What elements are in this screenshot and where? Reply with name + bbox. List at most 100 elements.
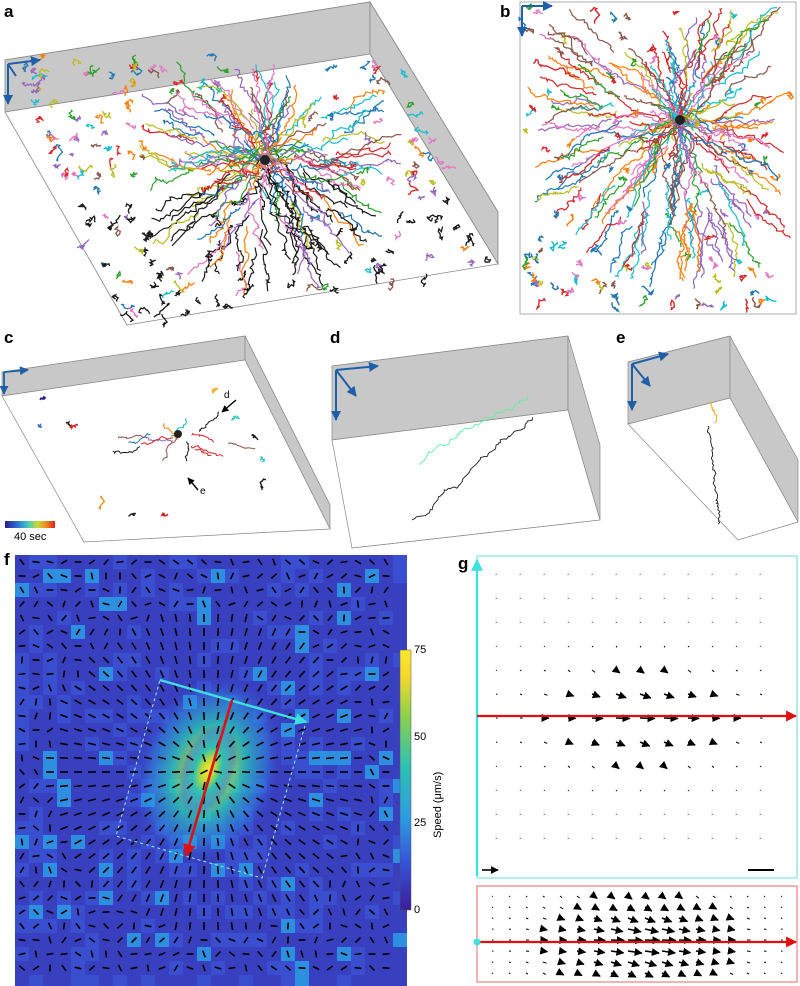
flow-vector xyxy=(340,699,348,705)
track xyxy=(37,423,43,429)
flow-vector xyxy=(216,641,220,651)
flow-vector xyxy=(759,669,762,672)
flow-vector xyxy=(18,686,26,690)
flow-vector xyxy=(158,741,166,747)
track xyxy=(609,10,618,24)
track xyxy=(69,423,79,431)
flow-vector xyxy=(145,627,151,637)
flow-vector xyxy=(627,936,644,945)
flow-vector xyxy=(735,765,738,768)
track xyxy=(242,128,275,159)
track xyxy=(765,295,777,302)
track xyxy=(284,182,331,226)
track xyxy=(125,216,136,224)
track xyxy=(610,280,616,289)
flow-vector xyxy=(353,742,363,746)
track xyxy=(671,118,693,172)
flow-vector xyxy=(46,727,54,733)
track xyxy=(327,111,334,122)
heatmap-cell xyxy=(393,625,407,639)
flow-vector xyxy=(663,645,666,648)
flow-vector xyxy=(46,657,54,663)
track xyxy=(221,197,260,251)
flow-vector xyxy=(370,698,374,706)
track xyxy=(220,99,258,153)
flow-vector xyxy=(173,669,179,679)
flow-vector xyxy=(369,768,375,776)
flow-vector xyxy=(48,740,52,748)
track xyxy=(614,113,674,125)
flow-vector xyxy=(368,783,376,789)
flow-vector xyxy=(32,965,40,971)
track xyxy=(318,157,383,175)
flow-vector xyxy=(47,572,53,580)
track xyxy=(259,455,265,463)
flow-vector xyxy=(116,670,124,678)
speed-tick-0: 0 xyxy=(414,904,421,916)
panel-g-top-vector-field xyxy=(495,573,763,839)
track xyxy=(672,10,681,16)
flow-vector xyxy=(354,936,362,944)
track xyxy=(214,294,221,308)
track xyxy=(190,91,230,124)
track xyxy=(373,117,384,125)
flow-vector xyxy=(341,866,347,874)
track xyxy=(712,120,774,132)
flow-vector xyxy=(368,714,376,718)
flow-vector xyxy=(20,754,24,762)
flow-vector xyxy=(270,684,278,692)
flow-vector xyxy=(131,628,137,636)
heatmap-cell xyxy=(393,611,407,625)
flow-vector xyxy=(243,879,249,889)
flow-vector xyxy=(158,923,166,929)
flow-vector xyxy=(759,789,761,792)
track xyxy=(419,396,529,466)
track xyxy=(428,137,437,145)
flow-vector xyxy=(244,922,248,930)
flow-vector xyxy=(188,641,192,651)
track xyxy=(426,214,439,222)
flow-vector xyxy=(508,906,511,909)
track xyxy=(277,176,287,190)
flow-vector xyxy=(312,559,320,565)
flow-vector xyxy=(103,642,109,650)
track xyxy=(730,156,770,191)
flow-vector xyxy=(382,896,390,900)
flow-vector xyxy=(202,711,206,721)
flow-vector xyxy=(610,926,624,934)
track xyxy=(170,418,187,437)
flow-vector xyxy=(313,614,319,622)
track xyxy=(127,150,136,161)
track xyxy=(281,179,305,238)
flow-vector xyxy=(101,811,111,817)
track xyxy=(85,214,96,224)
track xyxy=(149,63,157,72)
flow-vector xyxy=(230,879,234,889)
track xyxy=(165,88,181,105)
flow-vector xyxy=(102,880,110,888)
track xyxy=(760,131,770,140)
flow-vector xyxy=(19,614,25,622)
track xyxy=(539,33,553,40)
track xyxy=(429,186,437,197)
flow-vector xyxy=(188,627,192,637)
flow-vector xyxy=(340,839,348,845)
track xyxy=(200,179,238,194)
flow-vector xyxy=(73,784,83,788)
flow-vector xyxy=(143,784,153,788)
flow-vector xyxy=(62,922,66,930)
flow-vector xyxy=(382,671,390,677)
flow-vector xyxy=(19,698,25,706)
flow-vector xyxy=(32,616,40,620)
flow-vector xyxy=(339,756,349,760)
flow-vector xyxy=(573,968,583,977)
flow-vector xyxy=(172,796,180,804)
flow-vector xyxy=(48,698,52,706)
flow-vector xyxy=(18,952,26,956)
track xyxy=(725,12,779,45)
flow-vector xyxy=(144,824,152,832)
flow-vector xyxy=(663,789,666,792)
track xyxy=(715,19,769,61)
track xyxy=(331,185,377,217)
flow-vector xyxy=(327,586,333,594)
